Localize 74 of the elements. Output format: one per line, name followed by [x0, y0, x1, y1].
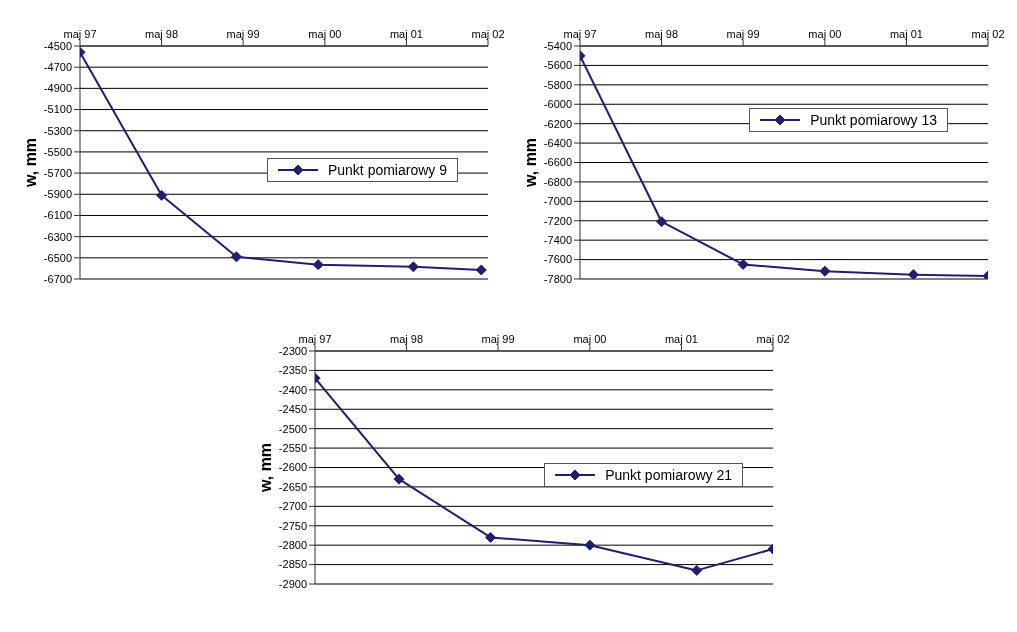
- point: [156, 189, 168, 201]
- y-tick-label: -7800: [543, 272, 572, 285]
- point: [819, 265, 831, 277]
- y-tick-label: -2350: [278, 364, 307, 377]
- y-tick-label: -2750: [278, 519, 307, 532]
- point: [393, 473, 405, 485]
- y-tick-label: -6600: [543, 156, 572, 169]
- y-tick-label: -7400: [543, 234, 572, 247]
- y-tick-label: -5300: [43, 124, 72, 137]
- x-tick-label: maj 00: [573, 333, 607, 345]
- x-tick-label: maj 99: [726, 28, 760, 40]
- y-tick-label: -6200: [543, 117, 572, 130]
- y-tick-label: -2400: [278, 383, 307, 396]
- y-tick-label: -5500: [43, 145, 72, 158]
- point: [230, 251, 242, 263]
- y-tick-label: -7000: [543, 195, 572, 208]
- y-tick-label: -7200: [543, 214, 572, 227]
- point: [475, 264, 487, 276]
- x-tick-label: maj 98: [645, 28, 679, 40]
- legend-label: Punkt pomiarowy 13: [810, 112, 937, 128]
- x-tick-label: maj 97: [298, 333, 332, 345]
- y-tick-label: -2700: [278, 500, 307, 513]
- x-tick-label: maj 98: [145, 28, 179, 40]
- y-axis-title: w, mm: [256, 442, 274, 494]
- x-tick-label: maj 97: [563, 28, 597, 40]
- y-axis-title: w, mm: [521, 137, 539, 189]
- x-tick-label: maj 99: [481, 333, 515, 345]
- point: [907, 269, 919, 279]
- x-tick-label: maj 00: [308, 28, 342, 40]
- point: [407, 261, 419, 273]
- x-tick-label: maj 97: [63, 28, 97, 40]
- y-tick-label: -4500: [43, 39, 72, 52]
- y-tick-label: -2850: [278, 558, 307, 571]
- y-tick-label: -6000: [543, 98, 572, 111]
- y-tick-label: -6400: [543, 136, 572, 149]
- y-tick-label: -5900: [43, 188, 72, 201]
- point: [737, 258, 749, 270]
- x-tick-label: maj 99: [226, 28, 260, 40]
- y-axis-title: w, mm: [21, 137, 39, 189]
- point: [312, 259, 324, 271]
- y-tick-label: -4900: [43, 82, 72, 95]
- y-tick-label: -7600: [543, 253, 572, 266]
- x-tick-label: maj 00: [808, 28, 842, 40]
- legend-label: Punkt pomiarowy 9: [327, 162, 447, 178]
- point: [485, 531, 497, 543]
- y-tick-label: -2500: [278, 422, 307, 435]
- y-tick-label: -2800: [278, 539, 307, 552]
- y-tick-label: -6700: [43, 272, 72, 285]
- x-tick-label: maj 02: [756, 333, 790, 345]
- y-tick-label: -5700: [43, 167, 72, 179]
- x-tick-label: maj 01: [389, 28, 423, 40]
- y-tick-label: -6100: [43, 209, 72, 222]
- y-tick-label: -2900: [278, 577, 307, 590]
- y-tick-label: -2600: [278, 461, 307, 474]
- y-tick-label: -2450: [278, 403, 307, 416]
- y-tick-label: -6500: [43, 251, 72, 264]
- y-tick-label: -6300: [43, 230, 72, 243]
- point: [584, 539, 596, 551]
- x-tick-label: maj 01: [889, 28, 923, 40]
- y-tick-label: -5600: [543, 59, 572, 72]
- y-tick-label: -5800: [543, 78, 572, 91]
- y-tick-label: -5100: [43, 103, 72, 116]
- y-tick-label: -4700: [43, 61, 72, 74]
- y-tick-label: -2550: [278, 441, 307, 454]
- y-tick-label: -5400: [543, 39, 572, 52]
- x-tick-label: maj 02: [971, 28, 1005, 40]
- x-tick-label: maj 02: [471, 28, 505, 40]
- point: [656, 216, 668, 228]
- y-tick-label: -6800: [543, 175, 572, 188]
- x-tick-label: maj 98: [390, 333, 424, 345]
- x-tick-label: maj 01: [664, 333, 698, 345]
- y-tick-label: -2300: [278, 344, 307, 357]
- legend-label: Punkt pomiarowy 21: [605, 467, 732, 483]
- y-tick-label: -2650: [278, 480, 307, 493]
